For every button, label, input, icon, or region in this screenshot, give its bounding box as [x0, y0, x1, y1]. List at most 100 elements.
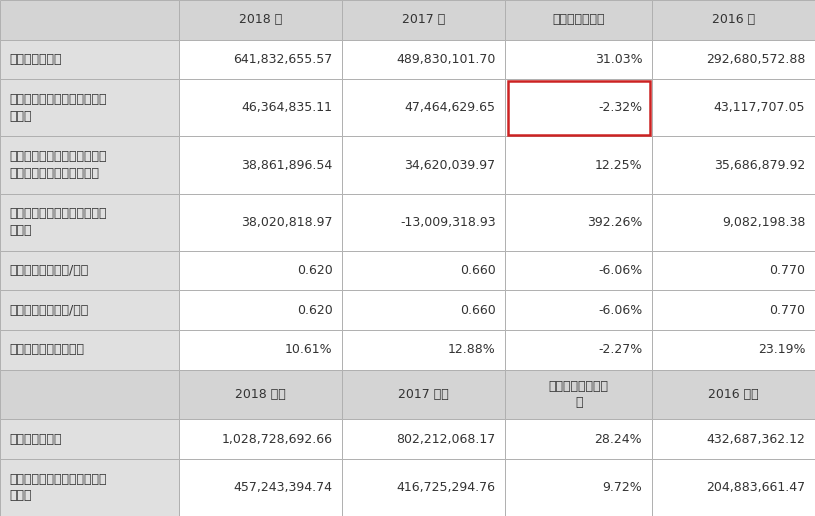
Text: 营业收入（元）: 营业收入（元） [10, 53, 62, 66]
Bar [505, 369, 652, 419]
Bar [0, 194, 179, 251]
Text: 9,082,198.38: 9,082,198.38 [722, 216, 805, 229]
Text: 2018 年末: 2018 年末 [236, 388, 286, 401]
Text: 1,028,728,692.66: 1,028,728,692.66 [222, 432, 333, 445]
Text: 35,686,879.92: 35,686,879.92 [714, 158, 805, 171]
Bar [505, 194, 652, 251]
Text: -13,009,318.93: -13,009,318.93 [400, 216, 496, 229]
Text: 10.61%: 10.61% [285, 343, 333, 357]
Bar [505, 40, 652, 79]
Text: 12.88%: 12.88% [447, 343, 496, 357]
Text: 稀释每股收益（元/股）: 稀释每股收益（元/股） [10, 304, 89, 317]
Bar [0, 79, 179, 136]
Text: 28.24%: 28.24% [595, 432, 642, 445]
Bar [0, 291, 179, 330]
Bar [505, 136, 652, 194]
Bar [342, 251, 505, 291]
Text: 12.25%: 12.25% [595, 158, 642, 171]
Bar [652, 40, 815, 79]
Text: 38,861,896.54: 38,861,896.54 [241, 158, 333, 171]
Text: 0.770: 0.770 [769, 264, 805, 277]
Text: 2017 年: 2017 年 [402, 13, 446, 26]
Bar [505, 251, 652, 291]
Bar [652, 419, 815, 459]
Bar [652, 251, 815, 291]
Bar [179, 291, 342, 330]
Bar [505, 459, 652, 516]
Bar [179, 330, 342, 369]
Text: 46,364,835.11: 46,364,835.11 [241, 101, 333, 115]
Bar [0, 459, 179, 516]
Bar [179, 136, 342, 194]
Text: 加权平均净资产收益率: 加权平均净资产收益率 [10, 343, 85, 357]
Text: 0.620: 0.620 [297, 264, 333, 277]
Bar [0, 0, 179, 40]
Bar [0, 251, 179, 291]
Bar [342, 136, 505, 194]
Bar [505, 291, 652, 330]
Text: 0.770: 0.770 [769, 304, 805, 317]
Bar [342, 419, 505, 459]
Text: 0.620: 0.620 [297, 304, 333, 317]
Bar [652, 136, 815, 194]
Text: -6.06%: -6.06% [598, 264, 642, 277]
Bar [179, 0, 342, 40]
Text: -2.32%: -2.32% [598, 101, 642, 115]
Bar [508, 81, 650, 135]
Text: 2017 年末: 2017 年末 [399, 388, 449, 401]
Bar [652, 0, 815, 40]
Bar [0, 419, 179, 459]
Bar [342, 79, 505, 136]
Text: 2016 年末: 2016 年末 [708, 388, 759, 401]
Text: 0.660: 0.660 [460, 264, 496, 277]
Text: 2016 年: 2016 年 [712, 13, 755, 26]
Bar [0, 136, 179, 194]
Bar [0, 330, 179, 369]
Bar [179, 40, 342, 79]
Text: 本年比上年增减: 本年比上年增减 [553, 13, 605, 26]
Bar [652, 459, 815, 516]
Text: 2018 年: 2018 年 [239, 13, 283, 26]
Text: -6.06%: -6.06% [598, 304, 642, 317]
Bar [342, 0, 505, 40]
Text: 23.19%: 23.19% [758, 343, 805, 357]
Bar [652, 79, 815, 136]
Text: 38,020,818.97: 38,020,818.97 [241, 216, 333, 229]
Bar [505, 330, 652, 369]
Text: 0.660: 0.660 [460, 304, 496, 317]
Text: 802,212,068.17: 802,212,068.17 [396, 432, 496, 445]
Text: 资产总额（元）: 资产总额（元） [10, 432, 62, 445]
Bar [652, 330, 815, 369]
Text: 归属于上市公司股东的净利润
（元）: 归属于上市公司股东的净利润 （元） [10, 93, 108, 123]
Text: 经营活动产生的现金流量净额
（元）: 经营活动产生的现金流量净额 （元） [10, 207, 108, 237]
Text: 9.72%: 9.72% [602, 481, 642, 494]
Text: 489,830,101.70: 489,830,101.70 [396, 53, 496, 66]
Text: 归属于上市公司股东的净资产
（元）: 归属于上市公司股东的净资产 （元） [10, 473, 108, 502]
Bar [505, 0, 652, 40]
Text: 本年末比上年末增
减: 本年末比上年末增 减 [548, 380, 609, 409]
Bar [652, 369, 815, 419]
Bar [652, 194, 815, 251]
Bar [179, 194, 342, 251]
Text: 34,620,039.97: 34,620,039.97 [404, 158, 496, 171]
Text: 204,883,661.47: 204,883,661.47 [706, 481, 805, 494]
Text: -2.27%: -2.27% [598, 343, 642, 357]
Bar [652, 291, 815, 330]
Bar [342, 291, 505, 330]
Bar [179, 419, 342, 459]
Bar [342, 369, 505, 419]
Text: 457,243,394.74: 457,243,394.74 [234, 481, 333, 494]
Text: 43,117,707.05: 43,117,707.05 [714, 101, 805, 115]
Bar [505, 79, 652, 136]
Text: 31.03%: 31.03% [595, 53, 642, 66]
Bar [342, 459, 505, 516]
Text: 基本每股收益（元/股）: 基本每股收益（元/股） [10, 264, 89, 277]
Bar [179, 369, 342, 419]
Text: 归属于上市公司股东的扣除非
经常性损益的净利润（元）: 归属于上市公司股东的扣除非 经常性损益的净利润（元） [10, 150, 108, 180]
Bar [342, 194, 505, 251]
Bar [179, 459, 342, 516]
Bar [342, 40, 505, 79]
Bar [505, 419, 652, 459]
Text: 292,680,572.88: 292,680,572.88 [706, 53, 805, 66]
Text: 641,832,655.57: 641,832,655.57 [233, 53, 333, 66]
